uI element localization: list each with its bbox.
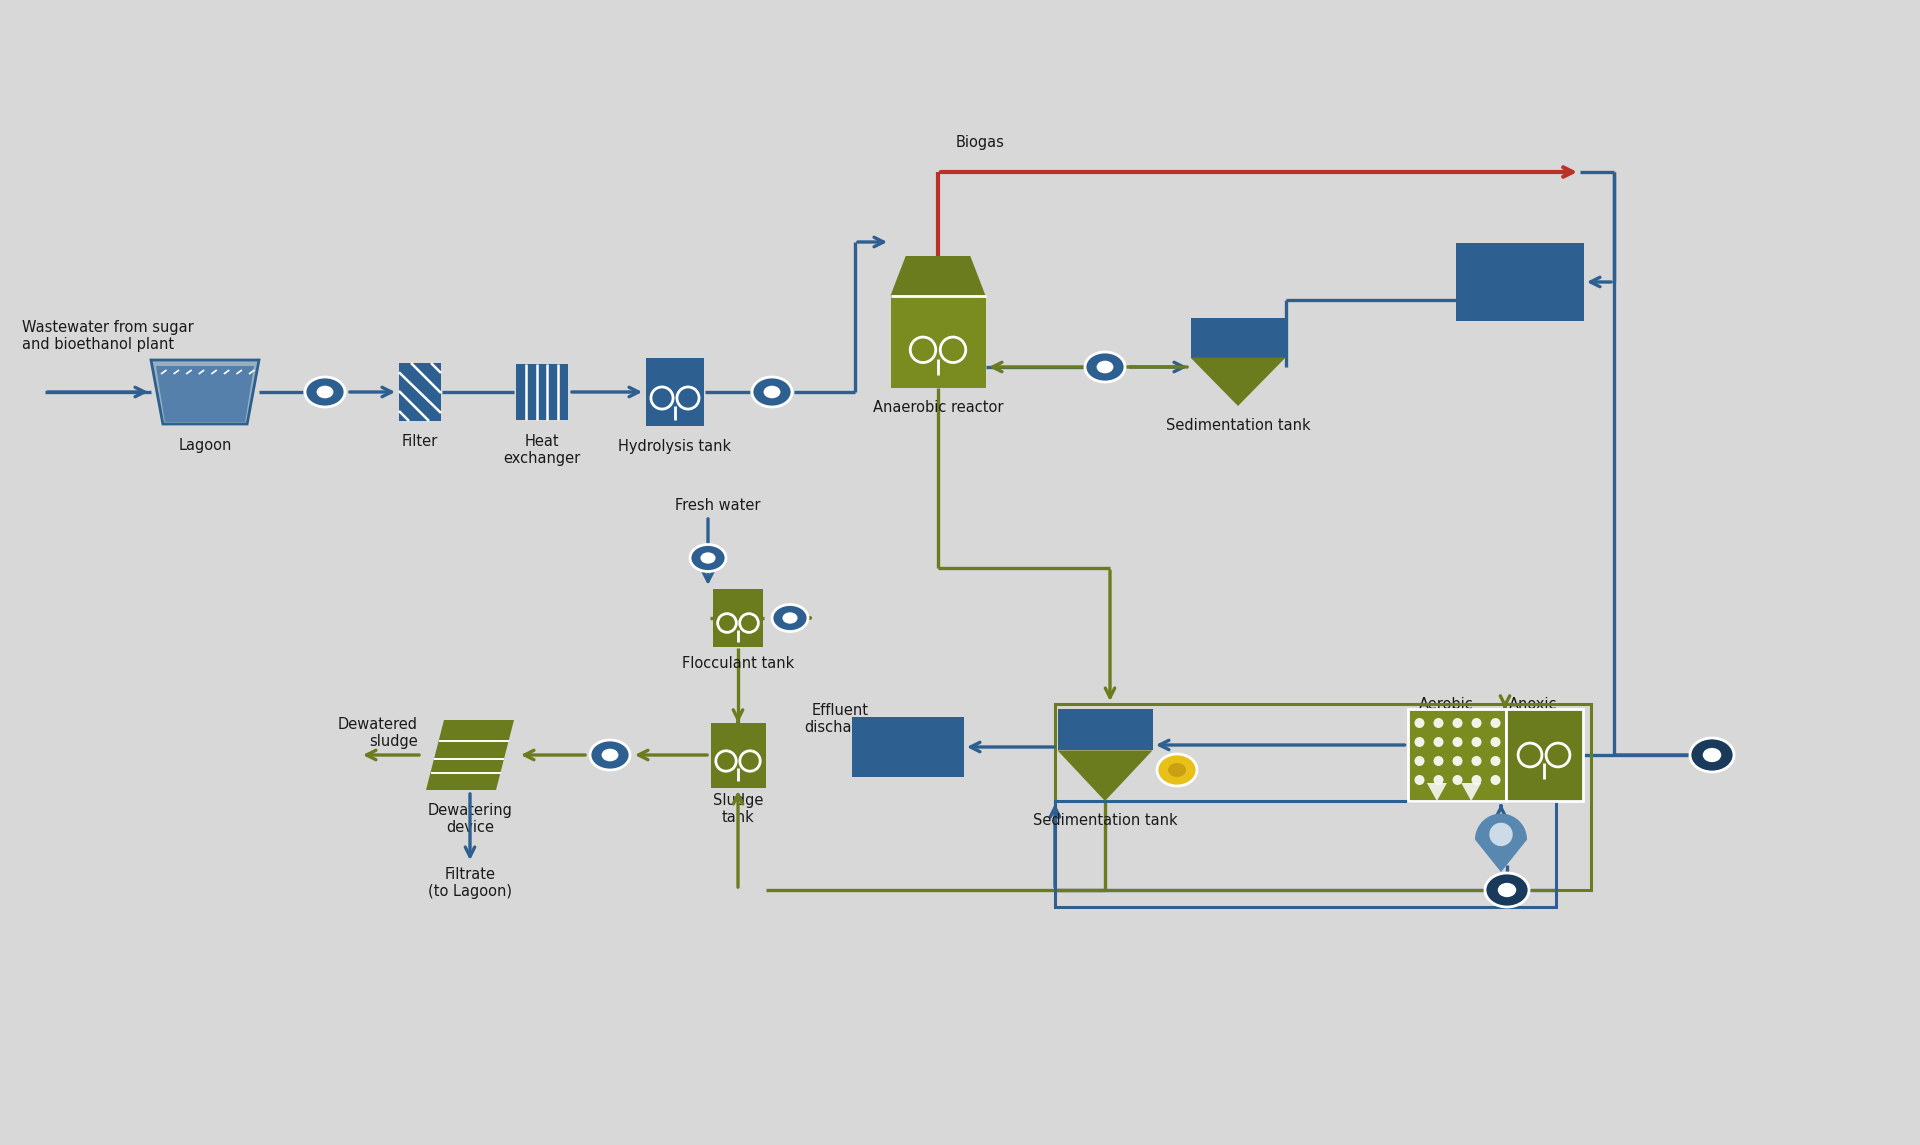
Ellipse shape bbox=[317, 386, 334, 398]
Polygon shape bbox=[1427, 783, 1448, 802]
Ellipse shape bbox=[689, 545, 726, 571]
Text: Sedimentation tank: Sedimentation tank bbox=[1033, 813, 1177, 828]
Text: Filtrate
(to Lagoon): Filtrate (to Lagoon) bbox=[428, 867, 513, 900]
Circle shape bbox=[1434, 737, 1444, 747]
Polygon shape bbox=[426, 720, 515, 790]
Polygon shape bbox=[1475, 814, 1526, 872]
Circle shape bbox=[1415, 718, 1425, 728]
Bar bbox=[1054, 802, 1555, 907]
Bar bbox=[710, 722, 766, 788]
Ellipse shape bbox=[753, 377, 791, 406]
Circle shape bbox=[1434, 756, 1444, 766]
Polygon shape bbox=[1190, 357, 1286, 406]
Polygon shape bbox=[156, 366, 253, 423]
Bar bbox=[852, 717, 964, 777]
Ellipse shape bbox=[1167, 763, 1187, 777]
Ellipse shape bbox=[1498, 883, 1517, 898]
Circle shape bbox=[1415, 775, 1425, 785]
Circle shape bbox=[1490, 718, 1501, 728]
Ellipse shape bbox=[589, 740, 630, 769]
Text: Heat
exchanger: Heat exchanger bbox=[503, 434, 580, 466]
Bar bbox=[399, 363, 442, 421]
Text: Aerobic
tank: Aerobic tank bbox=[1419, 697, 1473, 729]
Circle shape bbox=[1434, 775, 1444, 785]
Polygon shape bbox=[891, 256, 985, 295]
Bar bbox=[1407, 709, 1505, 802]
Text: Flocculant tank: Flocculant tank bbox=[682, 656, 795, 671]
Text: Sludge
tank: Sludge tank bbox=[712, 793, 762, 826]
Ellipse shape bbox=[1096, 361, 1114, 373]
Circle shape bbox=[1415, 737, 1425, 747]
Circle shape bbox=[1471, 775, 1482, 785]
Bar bbox=[891, 295, 985, 388]
Ellipse shape bbox=[783, 613, 797, 624]
Circle shape bbox=[1415, 756, 1425, 766]
Bar bbox=[1190, 318, 1286, 357]
Polygon shape bbox=[1058, 750, 1152, 802]
Ellipse shape bbox=[1690, 739, 1734, 772]
Text: Wastewater from sugar
and bioethanol plant: Wastewater from sugar and bioethanol pla… bbox=[21, 319, 194, 353]
Bar bbox=[712, 589, 762, 647]
Text: Dewatered
sludge: Dewatered sludge bbox=[338, 717, 419, 749]
Circle shape bbox=[1490, 823, 1513, 846]
Ellipse shape bbox=[601, 749, 618, 761]
Circle shape bbox=[1471, 737, 1482, 747]
Bar bbox=[1058, 709, 1152, 750]
Polygon shape bbox=[1461, 783, 1480, 802]
Ellipse shape bbox=[1703, 748, 1720, 763]
Text: Effluent
discharge: Effluent discharge bbox=[804, 703, 876, 735]
Ellipse shape bbox=[701, 552, 716, 563]
Circle shape bbox=[1490, 737, 1501, 747]
Bar bbox=[1505, 709, 1582, 802]
Text: Filter: Filter bbox=[401, 434, 438, 449]
Circle shape bbox=[1490, 775, 1501, 785]
Polygon shape bbox=[152, 360, 259, 424]
Text: Dewatering
device: Dewatering device bbox=[428, 803, 513, 836]
Circle shape bbox=[1453, 737, 1463, 747]
Text: Anaerobic reactor: Anaerobic reactor bbox=[874, 400, 1004, 414]
Text: Sedimentation tank: Sedimentation tank bbox=[1165, 418, 1309, 433]
Text: Anoxic
tank: Anoxic tank bbox=[1509, 697, 1557, 729]
Ellipse shape bbox=[772, 605, 808, 632]
Ellipse shape bbox=[1484, 872, 1528, 907]
Bar bbox=[516, 364, 568, 420]
Bar bbox=[645, 358, 705, 426]
Circle shape bbox=[1453, 775, 1463, 785]
Circle shape bbox=[1434, 718, 1444, 728]
Bar bbox=[1455, 243, 1584, 321]
Text: Lagoon: Lagoon bbox=[179, 439, 232, 453]
Circle shape bbox=[1471, 718, 1482, 728]
Circle shape bbox=[1453, 756, 1463, 766]
Text: Fresh water: Fresh water bbox=[676, 498, 760, 513]
Ellipse shape bbox=[305, 377, 346, 406]
Circle shape bbox=[1471, 756, 1482, 766]
Ellipse shape bbox=[1158, 755, 1196, 785]
Text: Hydrolysis tank: Hydrolysis tank bbox=[618, 439, 732, 455]
Circle shape bbox=[1490, 756, 1501, 766]
Ellipse shape bbox=[1085, 352, 1125, 382]
Ellipse shape bbox=[764, 386, 780, 398]
Text: Biogas: Biogas bbox=[956, 135, 1004, 150]
Bar bbox=[1054, 704, 1590, 890]
Circle shape bbox=[1453, 718, 1463, 728]
